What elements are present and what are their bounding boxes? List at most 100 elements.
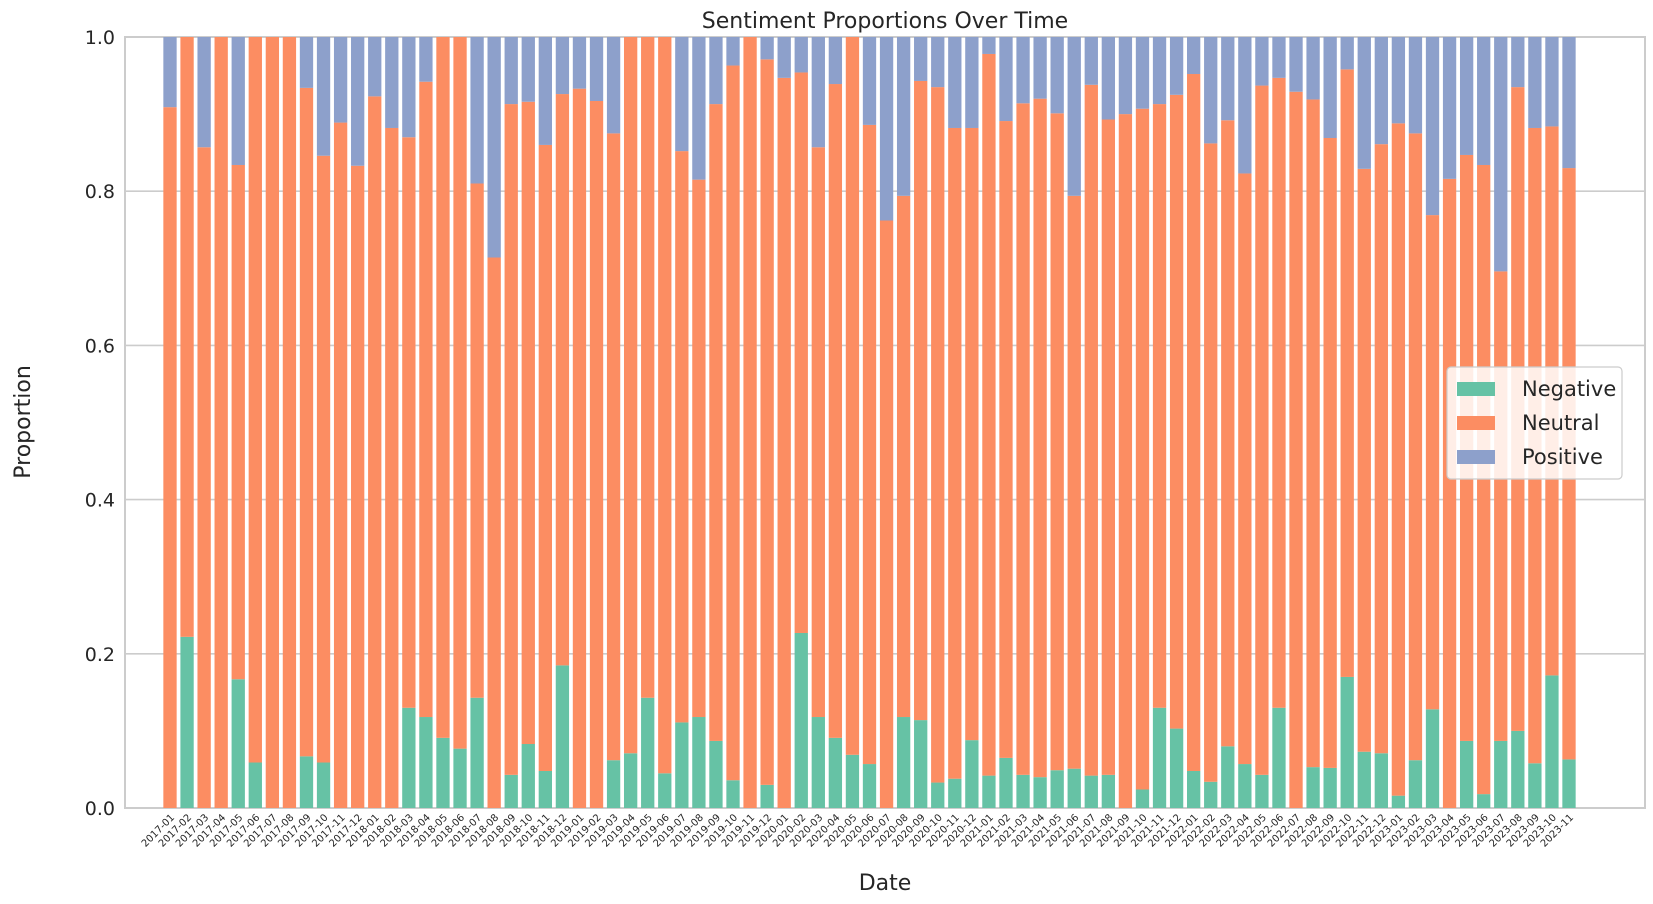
bar-positive: [1528, 37, 1542, 128]
legend-swatch-neutral: [1457, 416, 1495, 430]
bar-positive: [1016, 37, 1030, 104]
bar-neutral: [1272, 77, 1286, 708]
bar-neutral: [555, 94, 570, 666]
bar-negative: [1477, 794, 1491, 808]
bar-positive: [1255, 37, 1269, 86]
bar-neutral: [845, 37, 860, 755]
bar-positive: [879, 37, 894, 221]
bar-positive: [555, 37, 570, 95]
bar-neutral: [197, 147, 211, 809]
bar-positive: [606, 37, 621, 134]
bar-neutral: [692, 179, 706, 718]
bar-neutral: [265, 37, 280, 808]
bar-neutral: [1050, 113, 1064, 771]
bar-positive: [504, 37, 518, 105]
bar-neutral: [504, 104, 518, 775]
bar-positive: [1374, 37, 1388, 145]
bar-neutral: [726, 65, 740, 781]
x-tick-labels: 2017-012017-022017-032017-042017-052017-…: [140, 812, 1576, 849]
bar-neutral: [1357, 168, 1371, 752]
bar-neutral: [1289, 91, 1303, 809]
y-tick-label: 0.2: [85, 644, 115, 666]
bar-negative: [1084, 775, 1098, 808]
bar-positive: [316, 37, 331, 156]
bar-positive: [1306, 37, 1320, 100]
legend-label-positive: Positive: [1522, 445, 1603, 469]
bar-negative: [760, 784, 774, 808]
bar-negative: [1050, 770, 1064, 808]
bar-negative: [1562, 759, 1576, 808]
bar-negative: [982, 775, 996, 808]
bar-negative: [931, 782, 945, 808]
bar-negative: [999, 757, 1013, 808]
bar-neutral: [1152, 104, 1167, 708]
bar-neutral: [1494, 271, 1508, 741]
bar-negative: [1408, 760, 1423, 808]
bar-positive: [1545, 37, 1559, 127]
bar-positive: [1340, 37, 1354, 70]
bar-neutral: [316, 155, 331, 763]
bar-neutral: [180, 37, 194, 637]
bar-negative: [1391, 795, 1406, 808]
bar-positive: [1152, 37, 1167, 105]
bar-positive: [982, 37, 996, 54]
y-tick-label: 0.8: [85, 181, 115, 203]
bar-positive: [299, 37, 314, 88]
bar-positive: [1135, 37, 1150, 109]
bar-neutral: [1340, 69, 1354, 677]
bar-neutral: [743, 37, 757, 808]
bar-neutral: [811, 147, 825, 718]
y-tick-labels: 0.0 0.2 0.4 0.6 0.8 1.0: [85, 27, 115, 820]
bar-neutral: [1442, 178, 1457, 808]
bar-positive: [1033, 37, 1047, 99]
y-tick-label: 0.4: [85, 490, 115, 512]
bar-neutral: [879, 220, 894, 809]
bar-neutral: [1118, 114, 1133, 809]
bar-neutral: [623, 37, 638, 754]
bar-positive: [163, 37, 177, 108]
bar-neutral: [1221, 120, 1235, 747]
bar-negative: [1255, 774, 1269, 808]
bar-neutral: [862, 124, 877, 765]
y-tick-label: 0.0: [85, 798, 115, 820]
bar-negative: [504, 774, 518, 808]
bar-neutral: [760, 59, 774, 785]
bar-negative: [1169, 728, 1184, 808]
bar-positive: [692, 37, 706, 180]
bar-neutral: [828, 84, 843, 738]
bar-positive: [1050, 37, 1064, 114]
bar-neutral: [931, 87, 945, 783]
bar-negative: [965, 740, 979, 808]
bar-neutral: [896, 195, 911, 718]
bar-neutral: [163, 107, 177, 808]
bar-positive: [385, 37, 399, 128]
bar-positive: [572, 37, 587, 89]
bar-negative: [1425, 709, 1440, 808]
bar-negative: [1272, 707, 1286, 808]
bar-positive: [538, 37, 552, 145]
bar-negative: [1528, 763, 1542, 808]
bar-neutral: [606, 133, 621, 761]
bar-neutral: [999, 121, 1013, 758]
bar-negative: [641, 697, 655, 808]
bar-positive: [675, 37, 689, 152]
bar-neutral: [436, 37, 450, 738]
bar-positive: [999, 37, 1013, 122]
bar-negative: [180, 636, 194, 808]
bar-negative: [1323, 767, 1337, 808]
bar-neutral: [1084, 84, 1098, 776]
bar-neutral: [248, 37, 262, 763]
bar-negative: [555, 665, 570, 808]
bar-positive: [1511, 37, 1525, 88]
bar-negative: [419, 717, 433, 808]
bar-positive: [862, 37, 877, 125]
bar-neutral: [572, 88, 587, 809]
bar-negative: [1340, 676, 1354, 808]
bars: [163, 37, 1576, 809]
bar-neutral: [675, 151, 689, 723]
bar-negative: [1238, 764, 1252, 808]
bar-positive: [589, 37, 604, 101]
bar-neutral: [453, 37, 467, 749]
bar-negative: [231, 679, 245, 808]
bar-neutral: [214, 37, 228, 808]
